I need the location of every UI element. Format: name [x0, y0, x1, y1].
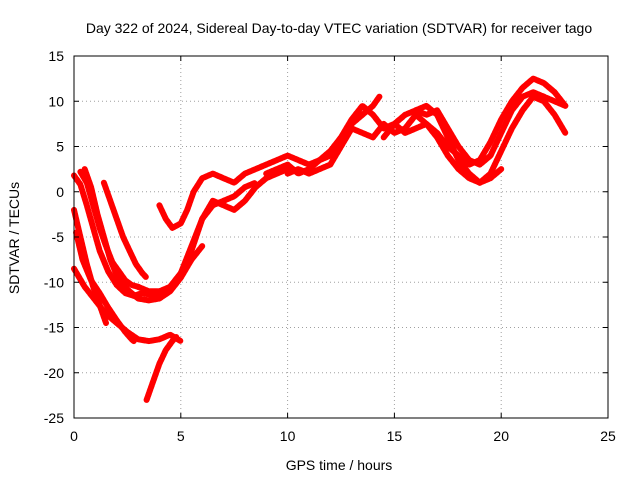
x-tick-label: 25	[600, 428, 616, 444]
x-tick-label: 5	[177, 428, 185, 444]
x-axis-label: GPS time / hours	[286, 457, 393, 473]
y-tick-label: -10	[44, 274, 64, 290]
series-trace-9	[100, 179, 150, 281]
series-trace-8	[71, 265, 184, 345]
y-tick-label: 5	[56, 139, 64, 155]
y-tick-label: -20	[44, 365, 64, 381]
y-tick-label: 0	[56, 184, 64, 200]
y-tick-label: 10	[48, 93, 64, 109]
x-tick-label: 10	[280, 428, 296, 444]
series-trace-12	[263, 75, 569, 177]
series-trace-4	[135, 166, 291, 295]
series-trace-1	[71, 172, 137, 299]
y-tick-label: 15	[48, 48, 64, 64]
x-tick-label: 20	[493, 428, 509, 444]
y-tick-label: -5	[52, 229, 65, 245]
x-tick-label: 0	[70, 428, 78, 444]
series-trace-15	[412, 102, 505, 186]
axis-ticks: 0 5 10 15 20 25 -25 -20 -15 -10 -5 0 5 10 15	[44, 48, 616, 444]
x-tick-label: 15	[387, 428, 403, 444]
y-tick-label: -15	[44, 320, 64, 336]
y-axis-label: SDTVAR / TECUs	[6, 182, 22, 294]
series-trace-13	[284, 93, 569, 186]
y-tick-label: -25	[44, 410, 64, 426]
series-trace-10	[143, 333, 180, 403]
series-trace-5	[81, 166, 206, 304]
data-series	[71, 75, 569, 403]
chart-title: Day 322 of 2024, Sidereal Day-to-day VTE…	[86, 20, 593, 36]
